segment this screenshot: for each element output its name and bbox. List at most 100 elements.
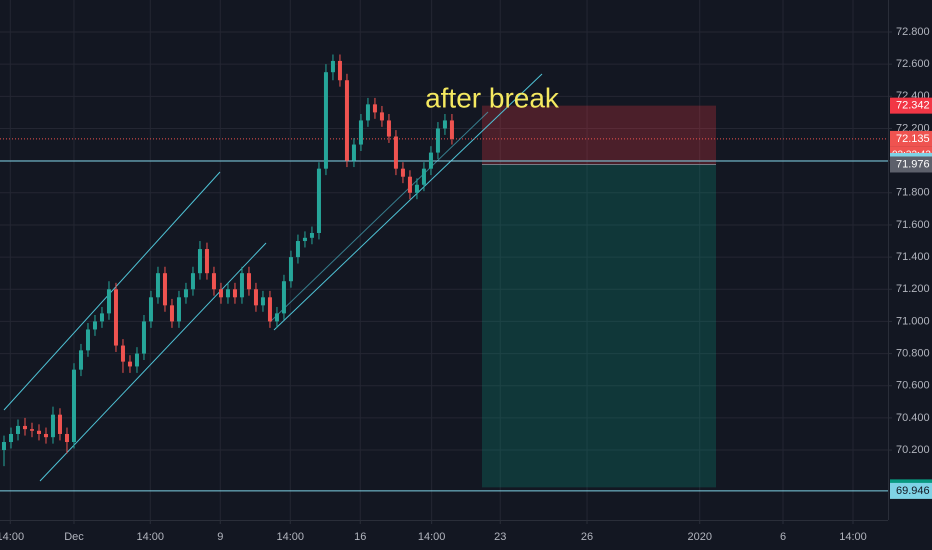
candle-body (288, 257, 293, 282)
x-tick-label: 9 (217, 531, 223, 543)
candle-body (295, 241, 300, 258)
candle-body (393, 136, 398, 169)
trend-line (273, 73, 543, 331)
candle-body (372, 104, 377, 113)
candle-body (232, 289, 237, 298)
candle-body (400, 168, 405, 177)
candle-body (330, 60, 335, 73)
candle-body (379, 112, 384, 121)
candle-body (141, 321, 146, 354)
price-label-box (890, 130, 932, 147)
candle-body (316, 168, 321, 233)
position-box (482, 105, 716, 488)
candle-body (246, 273, 251, 290)
y-tick-label: 71.200 (896, 283, 930, 295)
candle-body (218, 289, 223, 298)
axes: 70.200 70.400 70.600 70.800 71.000 71.200 71.4… (0, 26, 932, 543)
candle-body (309, 232, 314, 238)
candle-body (190, 273, 195, 290)
candle-body (64, 433, 69, 443)
candle-body (197, 249, 202, 274)
x-tick-label: 2020 (687, 531, 711, 543)
y-tick-label: 71.600 (896, 219, 930, 231)
candle-body (442, 120, 447, 129)
x-tick-label: Dec (64, 531, 84, 543)
candles (1, 54, 454, 467)
candle-body (120, 345, 125, 362)
y-tick-label: 71.800 (896, 187, 930, 199)
candle-body (162, 273, 167, 306)
y-tick-label: 70.800 (896, 347, 930, 359)
candle-body (386, 120, 391, 137)
price-label: 72.135 (896, 133, 930, 145)
y-tick-label: 72.800 (896, 26, 930, 38)
price-label: 69.946 (896, 485, 930, 497)
candle-body (281, 281, 286, 314)
candle-body (253, 289, 258, 306)
x-tick-label: 14:00 (418, 531, 446, 543)
candle-body (134, 353, 139, 367)
candle-body (92, 321, 97, 330)
candle-body (302, 237, 307, 242)
candle-body (337, 60, 342, 81)
candle-body (435, 128, 440, 153)
annotation: after break (425, 82, 560, 113)
x-tick-label: 6 (780, 531, 786, 543)
candle-body (449, 120, 454, 139)
price-lines (0, 138, 888, 492)
candle-body (421, 168, 426, 185)
candle-body (127, 361, 132, 367)
candle-body (148, 297, 153, 322)
candle-body (71, 369, 76, 443)
candle-body (225, 289, 230, 298)
candle-body (78, 350, 83, 370)
candle-body (106, 289, 111, 314)
trend-lines (3, 73, 543, 482)
candle-body (29, 429, 34, 431)
x-tick-label: 14:00 (839, 531, 867, 543)
x-tick-label: 23 (494, 531, 506, 543)
candle-body (365, 104, 370, 121)
candle-body (260, 297, 265, 306)
candle-body (57, 414, 62, 434)
price-label: 72.342 (896, 100, 930, 112)
candle-body (8, 433, 13, 443)
candle-body (169, 305, 174, 322)
candle-body (183, 289, 188, 298)
candle-body (358, 120, 363, 145)
candle-body (43, 433, 48, 438)
candle-body (211, 273, 216, 290)
trend-line (3, 171, 221, 411)
y-tick-label: 71.400 (896, 251, 930, 263)
candle-body (85, 329, 90, 351)
candle-body (113, 289, 118, 346)
candle-body (414, 184, 419, 193)
y-tick-label: 70.400 (896, 412, 930, 424)
price-label-box (890, 156, 932, 173)
candle-body (50, 414, 55, 438)
candle-body (239, 273, 244, 298)
candle-body (274, 313, 279, 322)
y-tick-label: 70.600 (896, 380, 930, 392)
stop-zone (482, 105, 716, 165)
candle-body (176, 297, 181, 322)
x-tick-label: 16 (354, 531, 366, 543)
candle-body (407, 176, 412, 193)
y-tick-label: 72.600 (896, 58, 930, 70)
price-label-box (890, 482, 932, 499)
candle-body (36, 430, 41, 434)
trend-line (269, 111, 489, 323)
candle-body (1, 442, 6, 451)
x-tick-label: 14:00 (276, 531, 304, 543)
target-zone (482, 164, 716, 488)
candle-body (22, 425, 27, 430)
x-tick-label: 14:00 (0, 531, 24, 543)
y-tick-label: 71.000 (896, 315, 930, 327)
candle-body (15, 425, 20, 434)
candle-body (428, 152, 433, 169)
candle-body (204, 249, 209, 274)
x-tick-label: 14:00 (137, 531, 165, 543)
candle-body (99, 313, 104, 322)
